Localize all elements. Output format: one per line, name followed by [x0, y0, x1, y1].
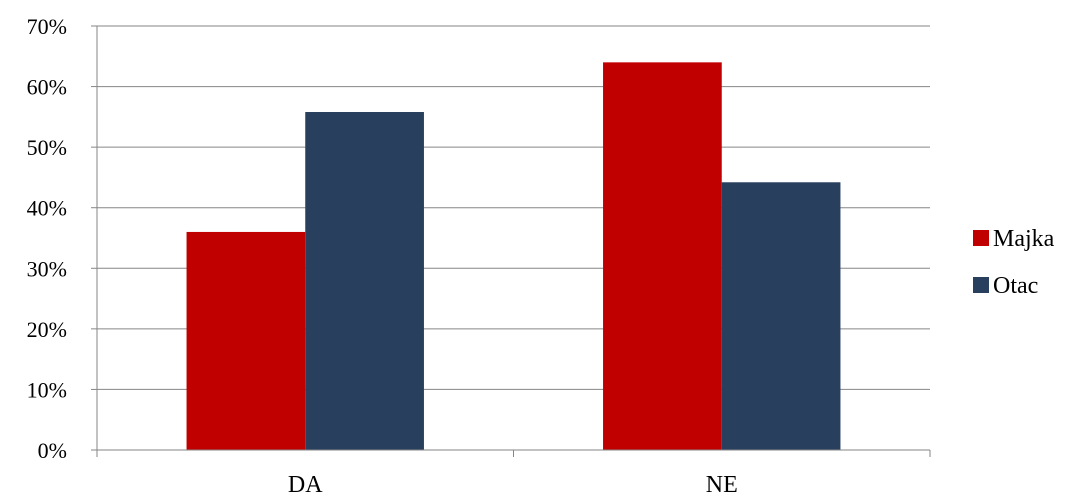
bars	[186, 62, 841, 451]
x-category-label: DA	[288, 472, 323, 498]
y-tick-label: 20%	[27, 317, 67, 342]
bar-otac-ne	[721, 182, 841, 450]
y-axis-ticks: 0% 10% 20% 30% 40% 50% 60% 70%	[27, 14, 97, 463]
bar-otac-da	[305, 112, 424, 451]
y-tick-label: 30%	[27, 256, 67, 281]
y-tick-label: 40%	[27, 196, 67, 221]
legend-label-otac: Otac	[993, 273, 1038, 299]
y-tick-label: 50%	[27, 135, 67, 160]
y-tick-label: 60%	[27, 75, 67, 100]
legend-swatch-otac	[973, 277, 989, 293]
y-tick-label: 70%	[27, 14, 67, 39]
y-tick-label: 10%	[27, 377, 67, 402]
legend-label-majka: Majka	[993, 226, 1055, 252]
x-category-label: NE	[706, 472, 738, 498]
x-axis-ticks: DA NE	[96, 450, 931, 498]
legend-swatch-majka	[973, 230, 989, 246]
y-tick-label: 0%	[38, 438, 67, 463]
bar-majka-da	[186, 231, 306, 450]
bar-majka-ne	[603, 62, 722, 450]
legend: Majka Otac	[973, 226, 1055, 299]
